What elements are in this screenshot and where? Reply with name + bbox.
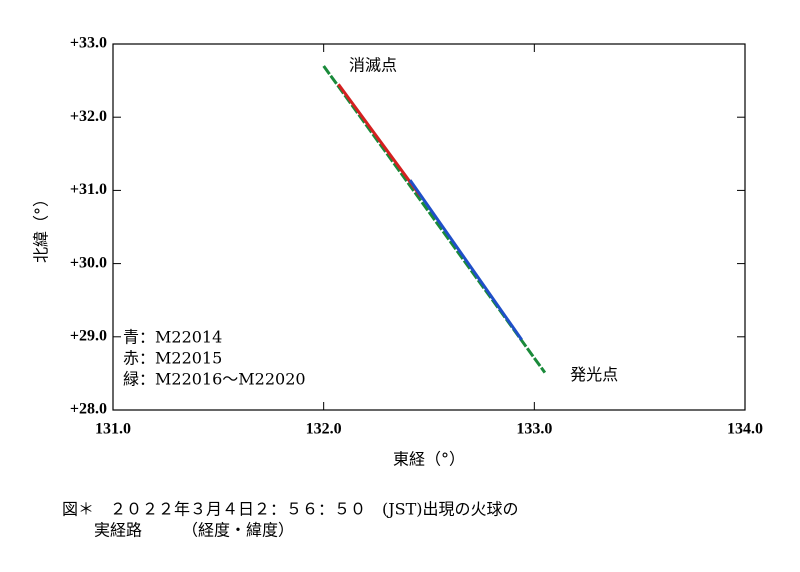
x-tick-label: 133.0 [516,421,552,438]
annotation: 発光点 [570,365,618,384]
x-tick-label: 131.0 [95,421,131,438]
x-tick-label: 134.0 [727,421,763,438]
y-axis-label: 北緯（°） [32,191,51,263]
annotation: 消滅点 [349,55,397,74]
series-line [408,179,523,341]
series-line [337,83,422,198]
legend-entry: 緑：M22016～M22020 [123,370,306,389]
y-tick-label: +30.0 [70,254,107,271]
y-tick-label: +33.0 [70,35,107,52]
y-tick-label: +31.0 [70,181,107,198]
legend-entry: 赤：M22015 [123,349,222,368]
caption-line: 実経路 （経度・緯度） [62,521,294,540]
caption-line: 図＊ ２０２２年３月４日２：５６：５０ (JST)出現の火球の [62,500,519,519]
x-axis-label: 東経（°） [393,450,465,469]
y-tick-label: +28.0 [70,401,107,418]
plot-frame [112,43,746,411]
y-tick-label: +29.0 [70,327,107,344]
x-tick-label: 132.0 [306,421,342,438]
legend-entry: 青：M22014 [123,328,222,347]
y-tick-label: +32.0 [70,108,107,125]
